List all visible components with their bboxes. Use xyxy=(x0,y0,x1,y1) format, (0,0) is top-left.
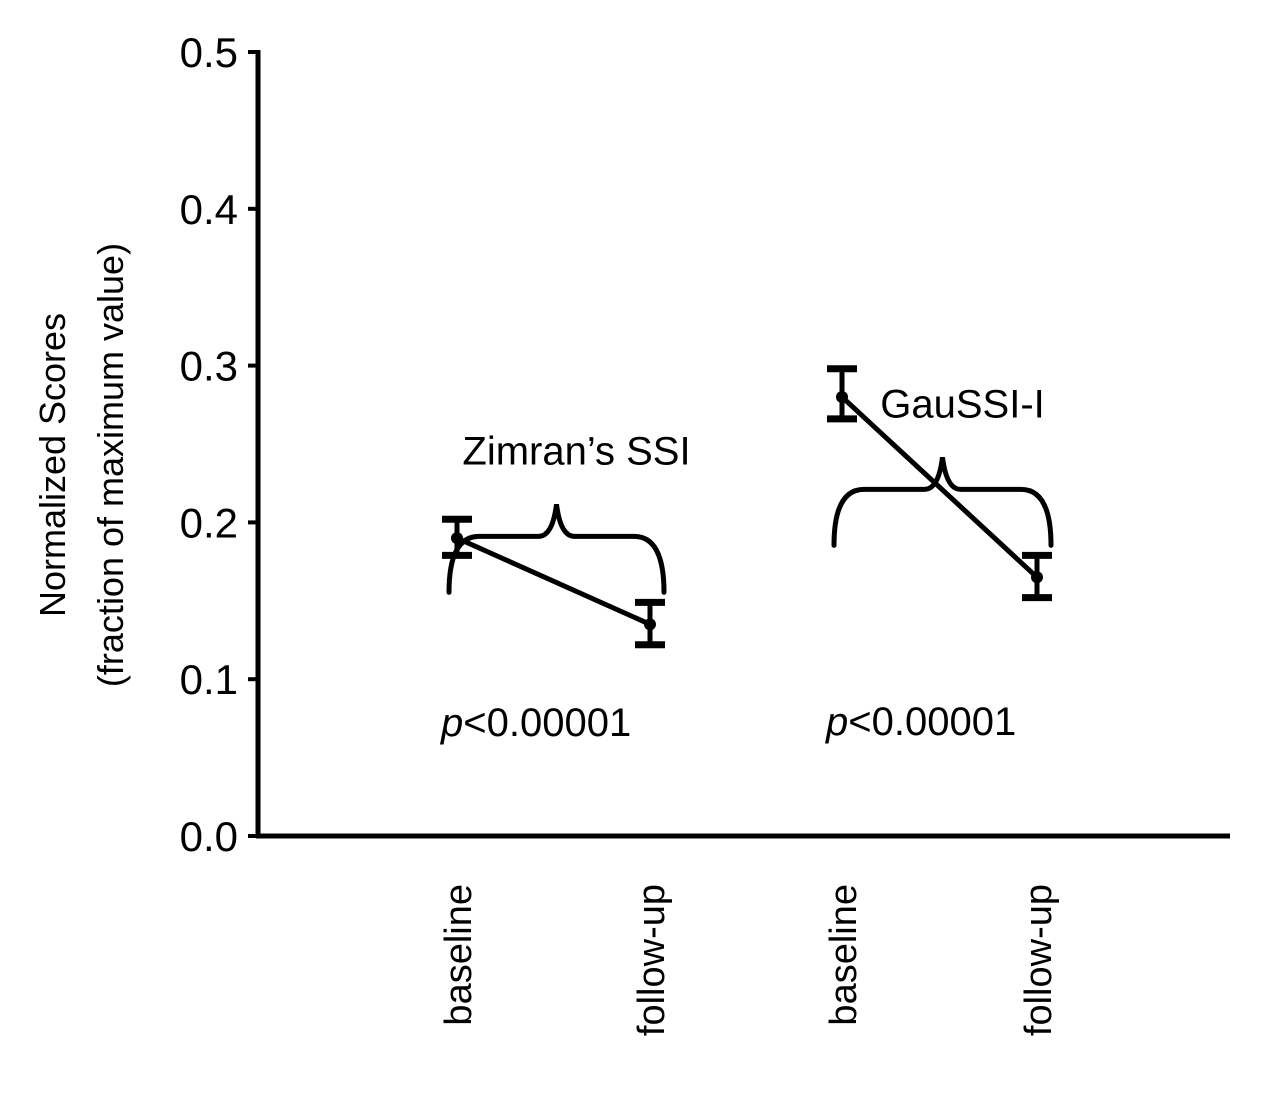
group-brace xyxy=(446,504,667,595)
data-point xyxy=(451,532,463,545)
y-axis-label-line1: Normalized Scores xyxy=(32,313,73,617)
y-tick-label: 0.0 xyxy=(180,813,238,860)
data-point xyxy=(836,390,848,403)
y-tick-label: 0.2 xyxy=(180,499,238,546)
x-category-label: follow-up xyxy=(631,884,673,1036)
p-value-number: <0.00001 xyxy=(848,700,1016,744)
y-ticks: 0.0 0.1 0.2 0.3 0.4 0.5 xyxy=(180,29,258,860)
y-tick-label: 0.3 xyxy=(180,343,238,390)
data-point xyxy=(1031,571,1043,584)
series-line xyxy=(455,535,652,627)
p-value-number: <0.00001 xyxy=(463,701,631,745)
y-tick-label: 0.4 xyxy=(180,186,238,233)
group-1: GauSSI-I p<0.00001 xyxy=(825,365,1054,744)
p-value-label: p<0.00001 xyxy=(825,700,1016,744)
p-value-prefix: p xyxy=(440,701,463,745)
x-category-label: baseline xyxy=(438,884,480,1026)
group-label: Zimran’s SSI xyxy=(462,429,690,473)
group-label: GauSSI-I xyxy=(880,382,1045,426)
y-tick-label: 0.5 xyxy=(180,29,238,76)
y-tick-label: 0.1 xyxy=(180,656,238,703)
p-value-prefix: p xyxy=(825,700,848,744)
group-0: Zimran’s SSI p<0.00001 xyxy=(440,429,691,745)
y-axis-label-line2: (fraction of maximum value) xyxy=(90,243,131,687)
axes xyxy=(255,50,1230,839)
x-category-label: baseline xyxy=(823,884,865,1026)
p-value-label: p<0.00001 xyxy=(440,701,631,745)
data-point xyxy=(644,618,656,631)
group-brace xyxy=(831,457,1054,548)
series-line xyxy=(840,395,1039,580)
x-category-labels: baseline follow-up baseline follow-up xyxy=(438,884,1060,1036)
x-category-label: follow-up xyxy=(1018,884,1060,1036)
y-axis-label: Normalized Scores (fraction of maximum v… xyxy=(32,243,131,687)
